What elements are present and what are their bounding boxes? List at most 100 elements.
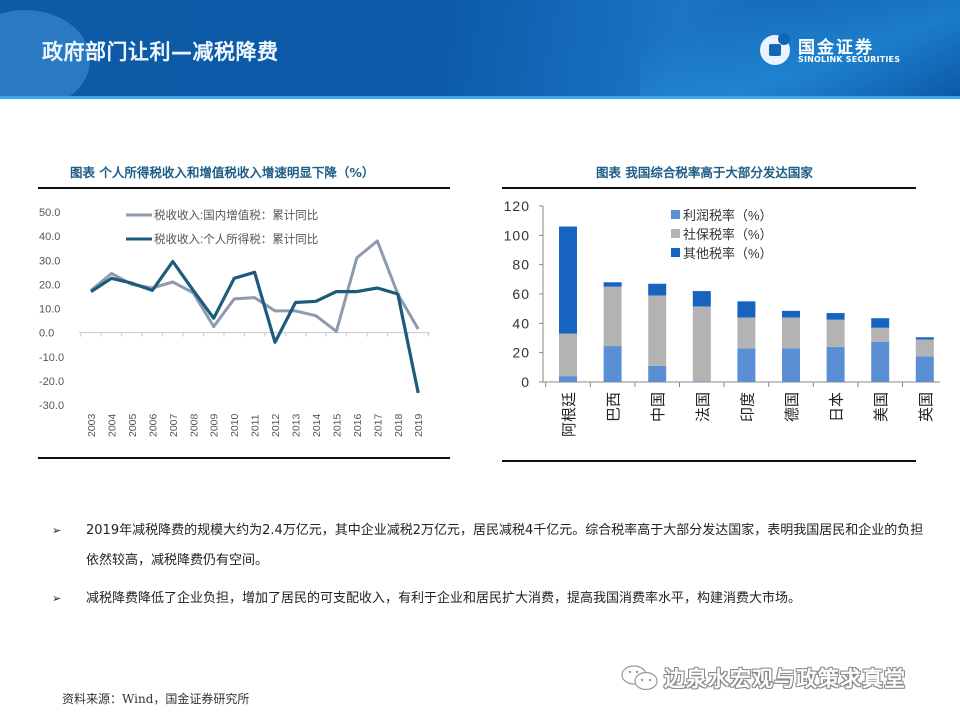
bar-segment — [559, 226, 577, 334]
bar-segment — [559, 333, 577, 377]
bar-chart-top-rule — [502, 187, 916, 189]
bar-segment — [915, 339, 934, 357]
x-tick-label: 2011 — [250, 414, 262, 437]
line-chart: 50.0 40.0 30.0 20.0 10.0 0.0 -10.0 -20.0 -30.0 20… — [39, 207, 431, 437]
bar-segment — [782, 310, 800, 318]
x-tick-label: 2003 — [86, 413, 98, 437]
y-tick-label: 100 — [504, 227, 530, 243]
bar-chart-bottom-rule — [502, 460, 916, 462]
banner-stripe — [0, 96, 960, 99]
x-category-label: 巴西 — [606, 392, 623, 422]
bar-segment — [603, 286, 622, 347]
y-tick-label: 10.0 — [39, 304, 60, 316]
bar-segment — [737, 348, 756, 382]
x-tick-label: 2006 — [147, 413, 159, 437]
bar-segment — [692, 381, 711, 382]
x-tick-label: 2015 — [331, 413, 343, 437]
x-tick-label: 2019 — [413, 413, 425, 437]
x-category-label: 阿根廷 — [561, 392, 578, 437]
bullet-item: ➢ 减税降费降低了企业负担，增加了居民的可支配收入，有利于企业和居民扩大消费，提… — [52, 584, 932, 614]
wechat-icon — [621, 665, 658, 691]
legend-label: 社保税率（%） — [683, 227, 773, 242]
legend-label: 利润税率（%） — [683, 208, 773, 223]
page-title: 政府部门让利—减税降费 — [42, 40, 279, 64]
watermark-text: 边泉水宏观与政策求真堂 — [664, 667, 906, 691]
bar-segment — [692, 306, 711, 382]
bar-segment — [603, 346, 622, 382]
bar-chart-title: 图表 我国综合税率高于大部分发达国家 — [596, 165, 813, 180]
series-line-income-tax — [90, 259, 420, 394]
x-tick-label: 2008 — [188, 413, 200, 437]
bar-segment — [782, 348, 800, 382]
bullet-text: 2019年减税降费的规模大约为2.4万亿元，其中企业减税2万亿元，居民减税4千亿… — [86, 523, 924, 568]
logo-en-text: SINOLINK SECURITIES — [798, 55, 901, 64]
bar-segment — [871, 341, 890, 382]
y-tick-label: -10.0 — [39, 352, 64, 364]
x-tick-label: 2010 — [229, 413, 241, 437]
y-tick-label: 0 — [521, 374, 530, 390]
legend-swatch — [671, 229, 680, 238]
x-category-label: 英国 — [917, 392, 935, 422]
x-category-label: 美国 — [873, 392, 890, 422]
x-category-label: 中国 — [650, 392, 667, 422]
logo-cn-text: 国金证券 — [798, 38, 874, 58]
y-tick-label: 20 — [512, 345, 530, 361]
bar-segment — [826, 319, 845, 347]
y-tick-label: 20.0 — [39, 279, 60, 291]
bullet-text: 减税降费降低了企业负担，增加了居民的可支配收入，有利于企业和居民扩大消费，提高我… — [86, 591, 802, 606]
line-chart-bottom-rule — [38, 457, 450, 459]
y-tick-label: 120 — [504, 198, 530, 214]
bar-segment — [737, 317, 756, 349]
logo-mark-icon — [760, 33, 790, 65]
x-tick-label: 2018 — [393, 413, 405, 437]
legend-label: 税收收入:国内增值税：累计同比 — [154, 208, 318, 222]
banner-decoration — [640, 0, 960, 99]
bar-segment — [826, 346, 845, 382]
x-category-label: 德国 — [783, 392, 801, 422]
line-chart-top-rule — [38, 187, 450, 189]
x-category-label: 法国 — [695, 392, 712, 422]
header-banner: 政府部门让利—减税降费 国金证券 SINOLINK SECURITIES — [0, 0, 960, 99]
x-tick-label: 2013 — [291, 413, 303, 437]
legend-label: 税收收入:个人所得税：累计同比 — [154, 232, 318, 246]
bullet-list: ➢ 2019年减税降费的规模大约为2.4万亿元，其中企业减税2万亿元，居民减税4… — [52, 516, 932, 614]
bar-segment — [782, 317, 800, 349]
y-tick-label: 80 — [512, 257, 530, 273]
x-tick-label: 2007 — [168, 413, 180, 437]
bar-segment — [648, 365, 667, 382]
legend-label: 其他税率（%） — [683, 246, 773, 261]
arrow-bullet-icon: ➢ — [52, 592, 62, 605]
legend-swatch — [671, 248, 680, 257]
y-tick-label: 60 — [512, 286, 530, 302]
bar-segment — [915, 356, 934, 382]
x-tick-label: 2009 — [209, 413, 221, 437]
x-tick-label: 2016 — [352, 413, 364, 437]
x-tick-label: 2012 — [270, 413, 282, 437]
y-tick-label: 40.0 — [39, 231, 60, 243]
y-tick-label: 40 — [512, 315, 530, 331]
source-note: 资料来源：Wind，国金证券研究所 — [62, 692, 250, 706]
x-tick-label: 2005 — [127, 413, 139, 437]
y-tick-label: -30.0 — [39, 400, 64, 412]
y-tick-label: -20.0 — [39, 376, 64, 388]
x-category-label: 日本 — [829, 392, 846, 422]
y-tick-label: 50.0 — [39, 207, 60, 219]
bullet-item: ➢ 2019年减税降费的规模大约为2.4万亿元，其中企业减税2万亿元，居民减税4… — [52, 516, 932, 576]
bar-segment — [603, 282, 622, 287]
arrow-bullet-icon: ➢ — [52, 524, 62, 537]
company-logo: 国金证券 SINOLINK SECURITIES — [760, 33, 920, 69]
x-category-label: 印度 — [739, 392, 756, 422]
x-tick-label: 2004 — [106, 413, 118, 437]
bar-segment — [871, 327, 890, 342]
x-tick-label: 2014 — [311, 413, 323, 437]
bar-chart: 120 100 80 60 40 20 0 阿根廷 巴西 中国 法国 印度 德国 日本 美国 英国 利润税率（%… — [504, 198, 940, 437]
y-tick-label: 0.0 — [39, 328, 54, 340]
bar-segment — [915, 337, 934, 340]
bar-segment — [692, 291, 711, 307]
bar-segment — [826, 313, 845, 320]
bar-segment — [648, 295, 667, 366]
line-chart-title: 图表 个人所得税收入和增值税收入增速明显下降（%） — [70, 165, 375, 180]
bar-segment — [871, 318, 890, 328]
bar-segment — [737, 301, 756, 318]
bar-segment — [648, 283, 667, 296]
